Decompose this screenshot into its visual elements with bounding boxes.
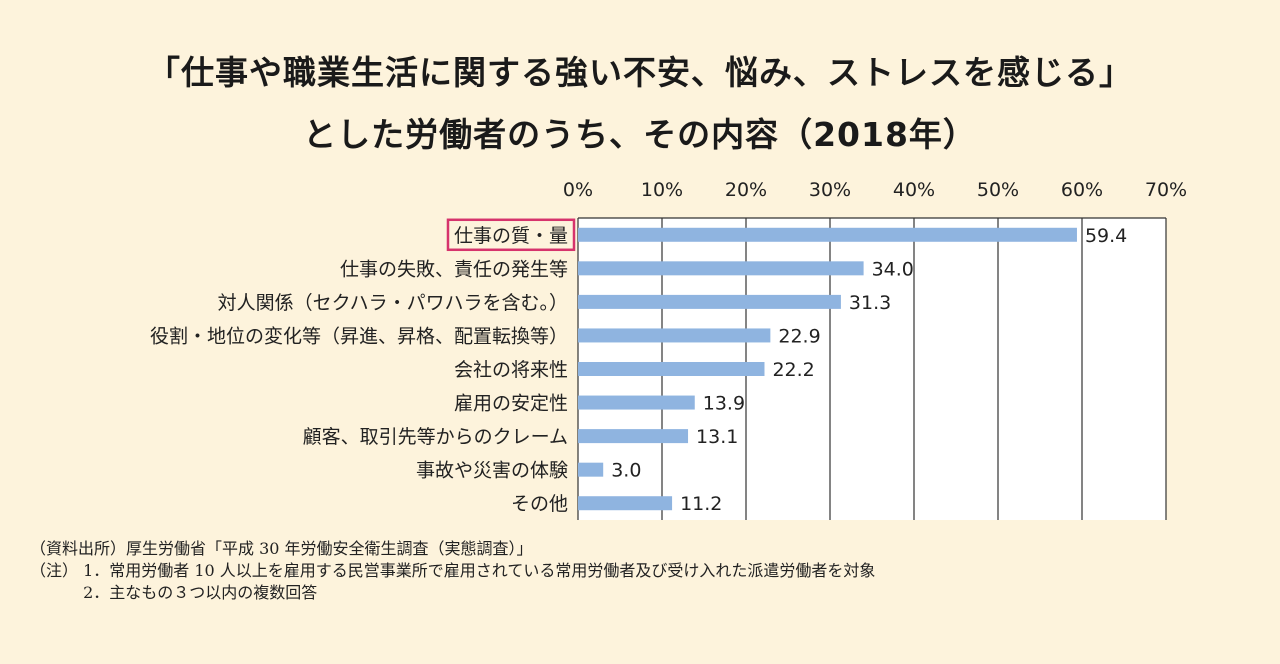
bar [578, 261, 864, 276]
bar [578, 227, 1077, 242]
x-tick-label: 50% [977, 179, 1019, 201]
category-label: 事故や災害の体験 [416, 460, 568, 482]
category-label: 仕事の質・量 [454, 225, 568, 247]
category-label: 仕事の失敗、責任の発生等 [340, 258, 568, 280]
chart-title-line1: 「仕事や職業生活に関する強い不安、悩み、ストレスを感じる」 [147, 53, 1133, 92]
bar [578, 328, 771, 343]
bar [578, 395, 695, 410]
source-note: （資料出所）厚生労働省「平成 30 年労働安全衛生調査（実態調査）」 [30, 539, 533, 558]
bar [578, 462, 604, 477]
footnotes: （資料出所）厚生労働省「平成 30 年労働安全衛生調査（実態調査）」 （注） 1… [30, 538, 875, 604]
value-label: 3.0 [611, 460, 641, 482]
value-label: 13.9 [703, 393, 745, 415]
value-label: 34.0 [872, 258, 914, 280]
value-label: 22.2 [772, 359, 814, 381]
value-label: 59.4 [1085, 225, 1127, 247]
x-tick-label: 30% [809, 179, 851, 201]
x-tick-label: 60% [1061, 179, 1103, 201]
category-label: 役割・地位の変化等（昇進、昇格、配置転換等） [150, 325, 568, 347]
bar [578, 496, 673, 511]
x-tick-label: 10% [641, 179, 683, 201]
value-label: 11.2 [680, 493, 722, 515]
value-label: 31.3 [849, 292, 891, 314]
bar [578, 294, 841, 309]
bar-chart: 0% 10% 20% 30% 40% 50% 60% 70% 仕事の質・量 59.4 仕事の失敗、責… [150, 179, 1187, 520]
x-tick-label: 0% [563, 179, 593, 201]
category-label: 会社の将来性 [454, 359, 568, 381]
value-label: 22.9 [778, 325, 820, 347]
x-tick-label: 20% [725, 179, 767, 201]
x-tick-label: 40% [893, 179, 935, 201]
category-label: その他 [511, 493, 568, 515]
value-label: 13.1 [696, 426, 738, 448]
chart-title-line2: とした労働者のうち、その内容（2018年） [303, 115, 977, 154]
category-highlight-box [446, 218, 576, 252]
category-label: 顧客、取引先等からのクレーム [303, 426, 568, 448]
category-label: 対人関係（セクハラ・パワハラを含む。） [218, 292, 568, 314]
note-1: （注） 1．常用労働者 10 人以上を雇用する民営事業所で雇用されている常用労働… [30, 561, 876, 580]
x-tick-label: 70% [1145, 179, 1187, 201]
category-label: 雇用の安定性 [454, 393, 568, 415]
bar [578, 362, 765, 376]
note-2: 2．主なもの３つ以内の複数回答 [30, 583, 318, 602]
bar [578, 429, 689, 444]
